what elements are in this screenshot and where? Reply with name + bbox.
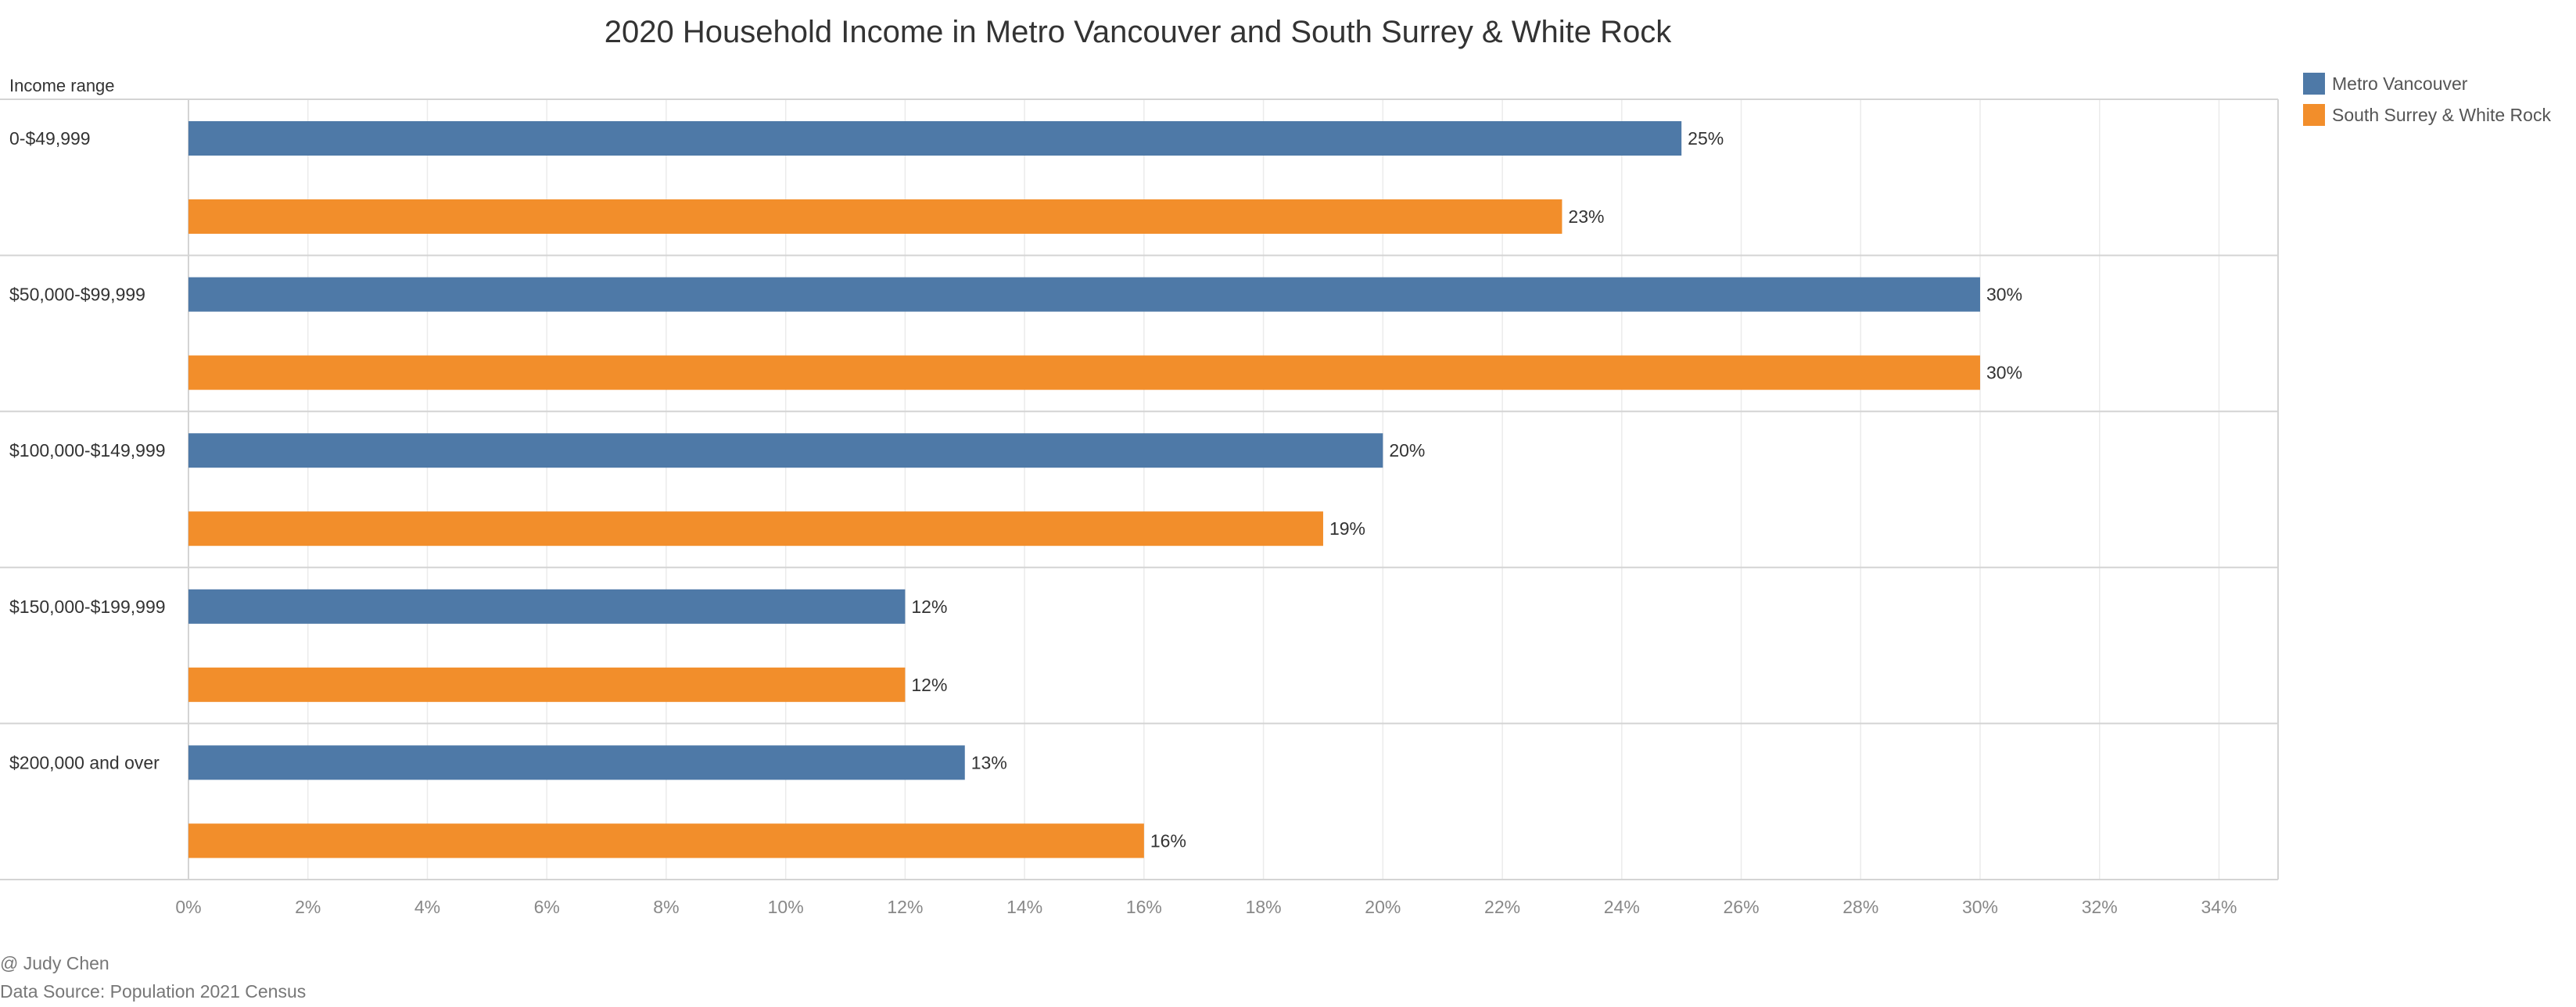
x-tick-label: 2% <box>295 897 321 917</box>
category-label-150-000-199-999: $150,000-$199,999 <box>9 597 166 617</box>
x-tick-label: 6% <box>534 897 560 917</box>
legend-item-metro-vancouver[interactable]: Metro Vancouver <box>2303 73 2468 95</box>
value-label-metro-vancouver-100-000-149-999: 20% <box>1389 440 1425 460</box>
legend-item-south-surrey-white-rock[interactable]: South Surrey & White Rock <box>2303 104 2551 126</box>
x-tick-label: 10% <box>768 897 804 917</box>
bar-metro-vancouver-100-000-149-999[interactable] <box>188 433 1383 468</box>
legend-label-south-surrey-white-rock: South Surrey & White Rock <box>2332 105 2551 125</box>
category-label-200-000-and-over: $200,000 and over <box>9 752 160 772</box>
x-tick-label: 22% <box>1484 897 1520 917</box>
bar-south-surrey-white-rock-50-000-99-999[interactable] <box>188 355 1980 390</box>
value-label-metro-vancouver-0-49-999: 25% <box>1688 128 1724 149</box>
value-label-metro-vancouver-200-000-and-over: 13% <box>971 752 1007 772</box>
bar-south-surrey-white-rock-150-000-199-999[interactable] <box>188 667 906 702</box>
bar-metro-vancouver-0-49-999[interactable] <box>188 121 1682 156</box>
category-label-100-000-149-999: $100,000-$149,999 <box>9 440 166 460</box>
category-labels: 0-$49,999 $50,000-$99,999 $100,000-$149,99… <box>9 128 166 772</box>
legend-swatch-south-surrey-white-rock <box>2303 104 2325 126</box>
legend-label-metro-vancouver: Metro Vancouver <box>2332 73 2468 94</box>
value-label-metro-vancouver-50-000-99-999: 30% <box>1986 285 2022 305</box>
bar-south-surrey-white-rock-0-49-999[interactable] <box>188 199 1562 234</box>
x-tick-label: 8% <box>653 897 679 917</box>
value-labels: 25% 23% 30% 30% 20% 19% 12% 12% 13% 16% <box>911 128 2022 851</box>
bar-metro-vancouver-50-000-99-999[interactable] <box>188 277 1980 312</box>
bar-south-surrey-white-rock-100-000-149-999[interactable] <box>188 511 1323 547</box>
bar-metro-vancouver-200-000-and-over[interactable] <box>188 745 965 780</box>
x-tick-label: 4% <box>414 897 440 917</box>
row-header-label: Income range <box>9 76 115 95</box>
data-source-note: Data Source: Population 2021 Census <box>0 981 306 1002</box>
x-tick-label: 28% <box>1842 897 1878 917</box>
value-label-south-surrey-white-rock-0-49-999: 23% <box>1568 206 1604 227</box>
author-credit: @ Judy Chen <box>0 953 109 973</box>
value-label-south-surrey-white-rock-200-000-and-over: 16% <box>1150 830 1186 851</box>
category-label-0-49-999: 0-$49,999 <box>9 128 91 149</box>
chart-title: 2020 Household Income in Metro Vancouver… <box>605 15 1672 49</box>
x-tick-label: 26% <box>1724 897 1760 917</box>
x-tick-label: 14% <box>1006 897 1042 917</box>
value-label-south-surrey-white-rock-150-000-199-999: 12% <box>911 675 947 695</box>
bar-south-surrey-white-rock-200-000-and-over[interactable] <box>188 823 1144 858</box>
bar-metro-vancouver-150-000-199-999[interactable] <box>188 589 906 624</box>
x-tick-label: 30% <box>1962 897 1998 917</box>
x-tick-label: 24% <box>1604 897 1640 917</box>
x-tick-label: 34% <box>2201 897 2237 917</box>
x-tick-label: 0% <box>175 897 201 917</box>
x-tick-label: 32% <box>2082 897 2118 917</box>
bars <box>188 121 1980 858</box>
x-axis-ticks: 0% 2% 4% 6% 8% 10% 12% 14% 16% 18% 20% 22% 24% 26% 28%… <box>175 897 2237 917</box>
legend-swatch-metro-vancouver <box>2303 73 2325 95</box>
x-tick-label: 12% <box>887 897 923 917</box>
category-label-50-000-99-999: $50,000-$99,999 <box>9 285 145 305</box>
value-label-metro-vancouver-150-000-199-999: 12% <box>911 597 947 617</box>
x-tick-label: 16% <box>1126 897 1162 917</box>
value-label-south-surrey-white-rock-50-000-99-999: 30% <box>1986 363 2022 383</box>
x-tick-label: 18% <box>1246 897 1282 917</box>
value-label-south-surrey-white-rock-100-000-149-999: 19% <box>1329 518 1365 539</box>
x-tick-label: 20% <box>1365 897 1401 917</box>
legend[interactable]: Metro Vancouver South Surrey & White Roc… <box>2303 73 2551 126</box>
